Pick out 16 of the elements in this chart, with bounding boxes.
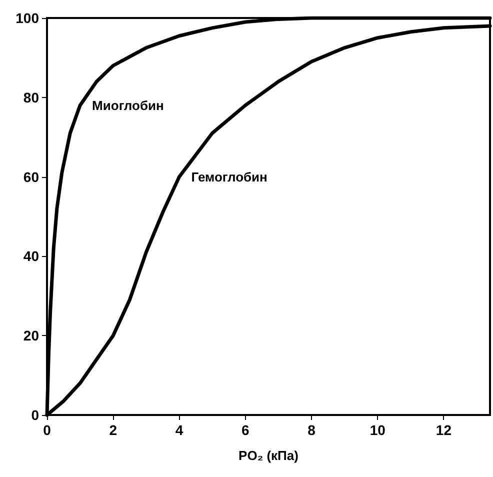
y-tick-label: 0 bbox=[31, 407, 40, 423]
y-tick-label: 80 bbox=[23, 89, 40, 106]
y-tick-label: 100 bbox=[16, 10, 40, 26]
x-tick-label: 6 bbox=[241, 422, 250, 438]
x-tick-label: 8 bbox=[308, 422, 316, 438]
y-tick-label: 40 bbox=[23, 248, 40, 264]
x-tick-label: 2 bbox=[109, 422, 118, 438]
x-tick-label: 4 bbox=[175, 422, 184, 438]
y-tick-label: 20 bbox=[23, 328, 40, 344]
x-axis-title: PO₂ (кПа) bbox=[238, 448, 298, 463]
x-tick-label: 12 bbox=[436, 422, 452, 438]
x-tick-label: 0 bbox=[43, 422, 52, 438]
y-tick-label: 60 bbox=[23, 168, 40, 185]
x-tick-label: 10 bbox=[370, 422, 386, 438]
series-label: Гемоглобин bbox=[191, 169, 268, 184]
series-label: Миоглобин bbox=[92, 98, 164, 113]
